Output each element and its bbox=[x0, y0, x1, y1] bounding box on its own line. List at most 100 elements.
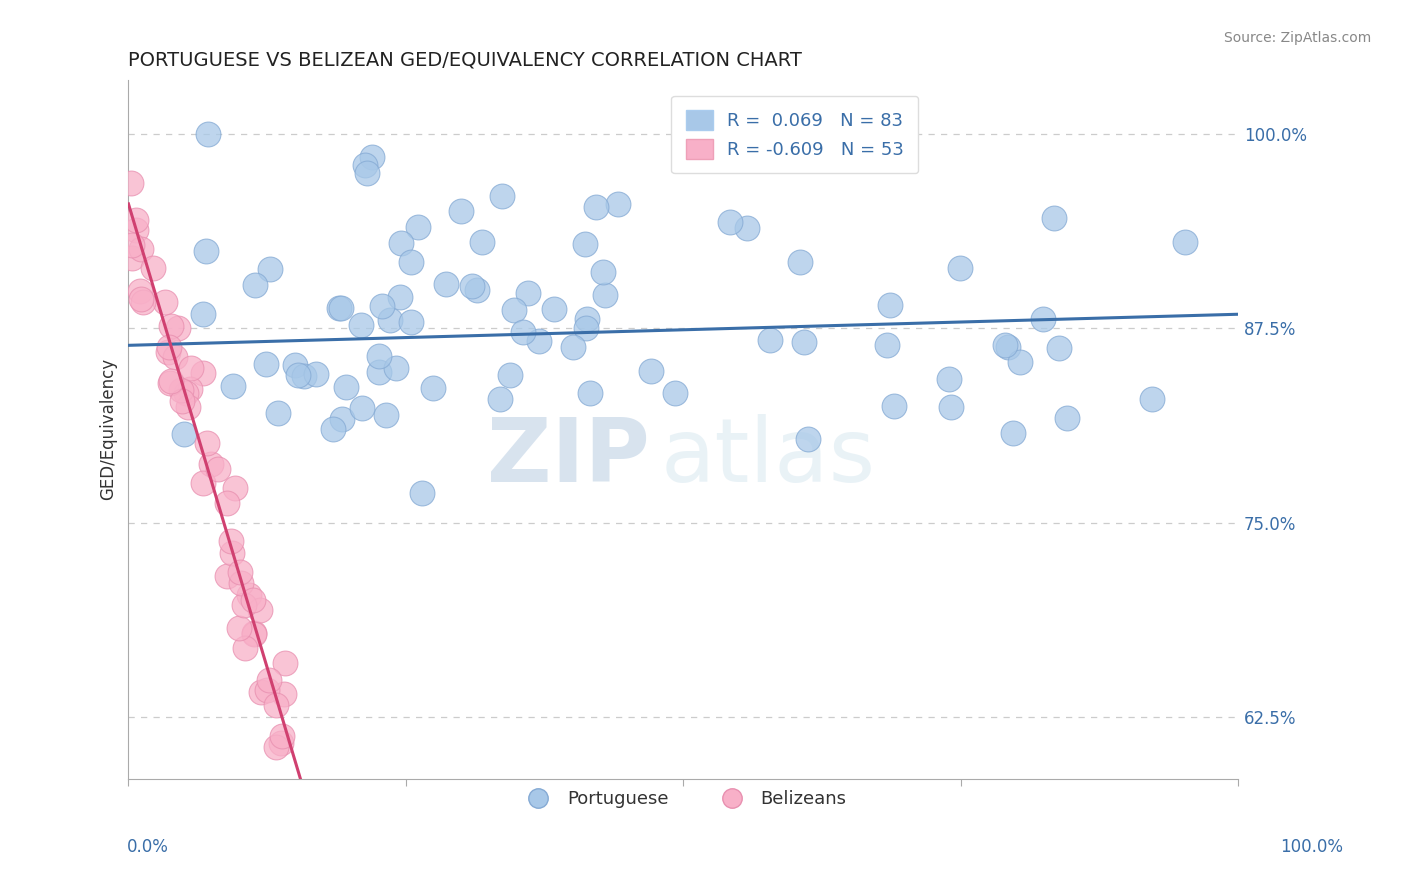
Point bbox=[322, 422, 344, 436]
Point bbox=[450, 204, 472, 219]
Point bbox=[219, 533, 242, 548]
Point bbox=[228, 621, 250, 635]
Point bbox=[640, 364, 662, 378]
Point bbox=[243, 278, 266, 293]
Point bbox=[217, 569, 239, 583]
Point bbox=[256, 683, 278, 698]
Point bbox=[758, 334, 780, 348]
Text: ZIP: ZIP bbox=[488, 414, 650, 500]
Point bbox=[1174, 235, 1197, 249]
Point bbox=[1002, 426, 1025, 441]
Point bbox=[176, 400, 198, 414]
Point bbox=[172, 394, 194, 409]
Point bbox=[305, 367, 328, 381]
Point bbox=[194, 244, 217, 258]
Point bbox=[157, 345, 180, 359]
Point bbox=[543, 301, 565, 316]
Point bbox=[197, 127, 219, 141]
Legend: Portuguese, Belizeans: Portuguese, Belizeans bbox=[513, 783, 853, 815]
Point bbox=[159, 340, 181, 354]
Point bbox=[465, 283, 488, 297]
Point bbox=[575, 321, 598, 335]
Point bbox=[270, 736, 292, 750]
Point bbox=[131, 294, 153, 309]
Point bbox=[1008, 354, 1031, 368]
Point bbox=[367, 364, 389, 378]
Point bbox=[361, 150, 384, 164]
Point bbox=[328, 301, 350, 315]
Point bbox=[735, 221, 758, 235]
Point bbox=[949, 261, 972, 276]
Point bbox=[350, 318, 373, 332]
Point bbox=[163, 350, 186, 364]
Point bbox=[876, 338, 898, 352]
Point bbox=[254, 357, 277, 371]
Point bbox=[228, 565, 250, 579]
Point bbox=[229, 576, 252, 591]
Point bbox=[606, 197, 628, 211]
Point bbox=[389, 289, 412, 303]
Point bbox=[879, 297, 901, 311]
Point bbox=[411, 486, 433, 500]
Point bbox=[191, 307, 214, 321]
Point bbox=[516, 286, 538, 301]
Point bbox=[385, 361, 408, 376]
Point bbox=[243, 626, 266, 640]
Point bbox=[266, 740, 288, 755]
Point bbox=[356, 166, 378, 180]
Point bbox=[1032, 312, 1054, 326]
Point bbox=[155, 295, 177, 310]
Point bbox=[173, 427, 195, 442]
Point bbox=[215, 496, 238, 510]
Point bbox=[512, 325, 534, 339]
Point bbox=[789, 254, 811, 268]
Point bbox=[125, 223, 148, 237]
Point bbox=[585, 200, 607, 214]
Point bbox=[575, 312, 598, 326]
Point bbox=[250, 684, 273, 698]
Point bbox=[994, 338, 1017, 352]
Text: Source: ZipAtlas.com: Source: ZipAtlas.com bbox=[1223, 31, 1371, 45]
Point bbox=[259, 673, 281, 687]
Point bbox=[939, 400, 962, 414]
Text: 0.0%: 0.0% bbox=[127, 838, 169, 856]
Point bbox=[1043, 211, 1066, 226]
Point bbox=[664, 385, 686, 400]
Point bbox=[271, 729, 294, 743]
Point bbox=[422, 380, 444, 394]
Point bbox=[242, 592, 264, 607]
Point bbox=[179, 382, 201, 396]
Point bbox=[844, 141, 866, 155]
Point bbox=[503, 302, 526, 317]
Point bbox=[378, 313, 401, 327]
Point bbox=[330, 411, 353, 425]
Point bbox=[131, 293, 153, 307]
Point bbox=[207, 461, 229, 475]
Point bbox=[174, 385, 197, 400]
Point bbox=[180, 360, 202, 375]
Point bbox=[389, 235, 412, 250]
Point bbox=[335, 380, 357, 394]
Point bbox=[938, 372, 960, 386]
Point bbox=[222, 379, 245, 393]
Point bbox=[224, 481, 246, 495]
Point bbox=[232, 598, 254, 612]
Point bbox=[120, 177, 142, 191]
Point bbox=[793, 334, 815, 349]
Point bbox=[797, 432, 820, 446]
Text: atlas: atlas bbox=[661, 414, 876, 500]
Point bbox=[350, 401, 373, 416]
Point bbox=[191, 366, 214, 380]
Point bbox=[121, 237, 143, 252]
Point bbox=[499, 368, 522, 382]
Point bbox=[200, 458, 222, 472]
Point bbox=[221, 546, 243, 560]
Point bbox=[160, 319, 183, 334]
Point bbox=[193, 476, 215, 491]
Point bbox=[434, 277, 457, 292]
Point bbox=[266, 406, 288, 420]
Point bbox=[1056, 410, 1078, 425]
Point bbox=[266, 698, 288, 713]
Point bbox=[129, 242, 152, 256]
Point bbox=[273, 687, 295, 701]
